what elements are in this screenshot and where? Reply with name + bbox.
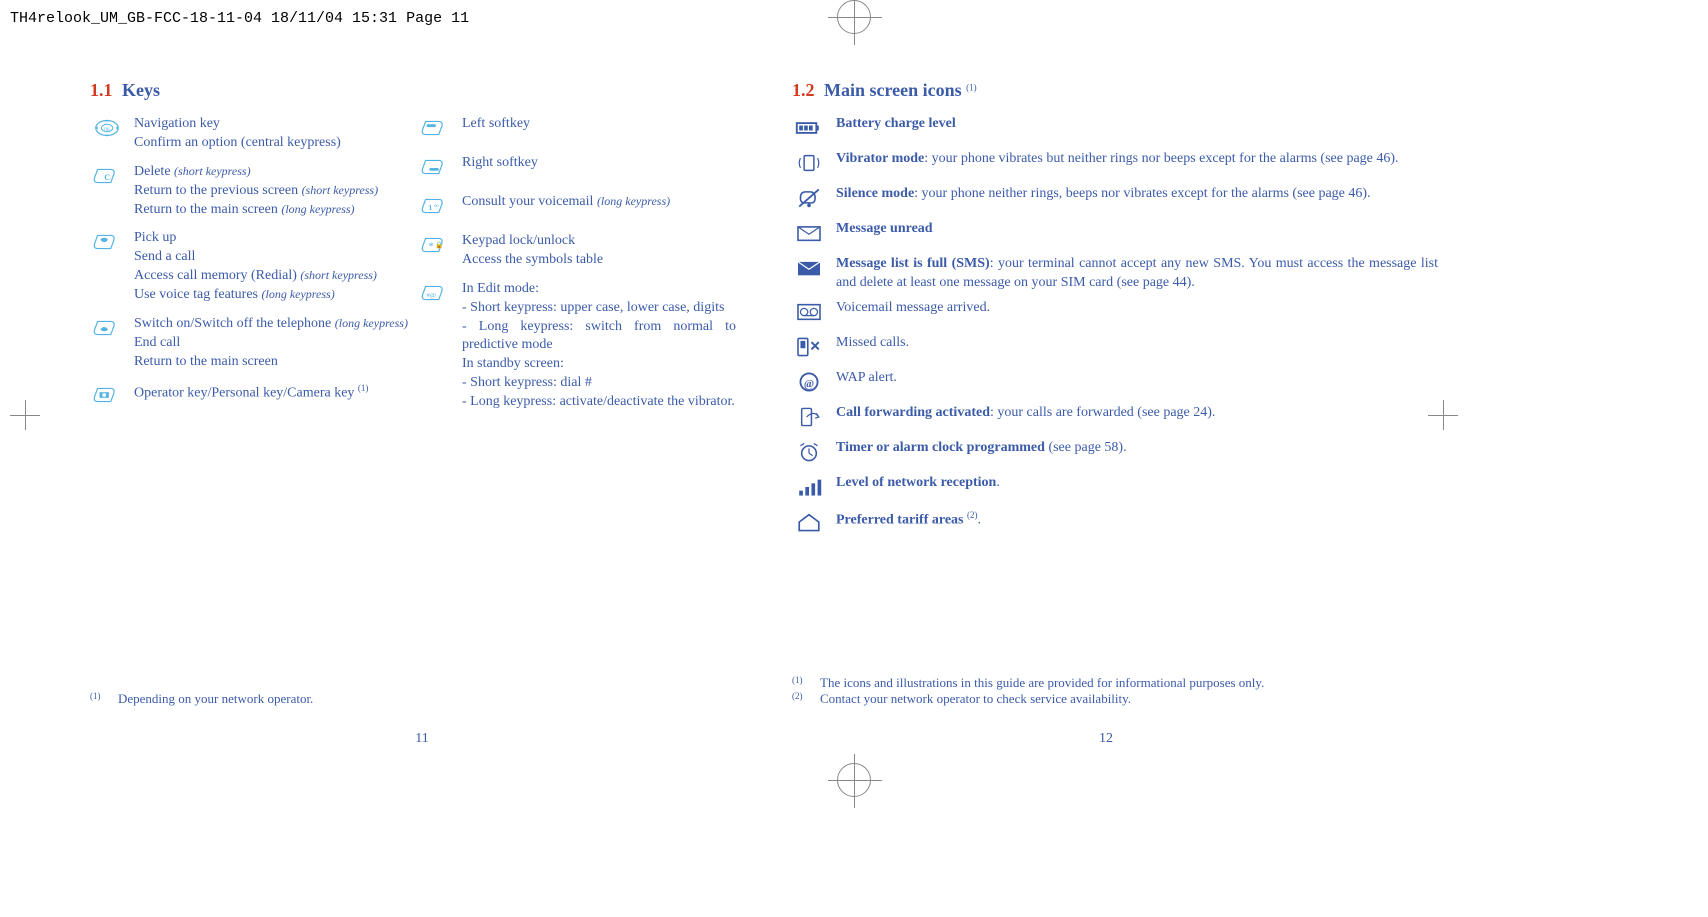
svg-text:1: 1 (428, 203, 432, 212)
crop-mark-top (837, 0, 871, 34)
section-header: 1.1 Keys (90, 80, 736, 101)
icon-entry: Vibrator mode: your phone vibrates but n… (792, 150, 1438, 179)
keys-columns: OK Navigation keyConfirm an option (centr… (90, 115, 736, 422)
icon-description: Vibrator mode: your phone vibrates but n… (836, 150, 1438, 169)
icon-description: Level of network reception. (836, 474, 1438, 493)
icon-entry: Battery charge level (792, 115, 1438, 144)
key-entry: Switch on/Switch off the telephone (long… (90, 315, 408, 372)
one-key-icon: 1oo (418, 193, 452, 222)
svg-text:*: * (428, 242, 433, 253)
hash-key-icon: #@ (418, 280, 452, 309)
icon-entry: Timer or alarm clock programmed (see pag… (792, 439, 1438, 468)
c-key-icon: C (90, 163, 124, 192)
svg-text:oo: oo (434, 204, 439, 209)
icon-entry: Missed calls. (792, 334, 1438, 363)
footnotes: (1)Depending on your network operator. (90, 691, 736, 707)
key-entry: Pick upSend a callAccess call memory (Re… (90, 229, 408, 305)
crop-cross-left (10, 400, 40, 430)
icon-list: Battery charge level Vibrator mode: your … (792, 115, 1438, 538)
crop-mark-bottom (837, 763, 871, 797)
icon-entry: Call forwarding activated: your calls ar… (792, 404, 1438, 433)
key-entry: Operator key/Personal key/Camera key (1) (90, 382, 408, 411)
icon-description: Missed calls. (836, 334, 1438, 353)
key-description: Left softkey (462, 115, 736, 134)
envelope-full-icon (792, 255, 826, 284)
section-title: Main screen icons (824, 80, 966, 100)
key-description: Keypad lock/unlockAccess the symbols tab… (462, 232, 736, 270)
svg-text:C: C (104, 172, 110, 182)
icon-entry: Message unread (792, 220, 1438, 249)
key-description: Delete (short keypress)Return to the pre… (134, 163, 408, 220)
key-entry: Right softkey (418, 154, 736, 183)
icon-description: Timer or alarm clock programmed (see pag… (836, 439, 1438, 458)
section-sup: (1) (966, 82, 977, 92)
icon-entry: Level of network reception. (792, 474, 1438, 503)
icon-description: Voicemail message arrived. (836, 299, 1438, 318)
icon-description: Preferred tariff areas (2). (836, 509, 1438, 531)
home-icon (792, 509, 826, 538)
camera-icon (90, 382, 124, 411)
key-description: Navigation keyConfirm an option (central… (134, 115, 408, 153)
key-entry: OK Navigation keyConfirm an option (centr… (90, 115, 408, 153)
key-description: Switch on/Switch off the telephone (long… (134, 315, 408, 372)
icon-description: WAP alert. (836, 369, 1438, 388)
icon-entry: Voicemail message arrived. (792, 299, 1438, 328)
icon-entry: @ WAP alert. (792, 369, 1438, 398)
footnotes: (1)The icons and illustrations in this g… (792, 675, 1438, 707)
ok-nav-icon: OK (90, 115, 124, 144)
icon-entry: Message list is full (SMS): your termina… (792, 255, 1438, 293)
section-title: Keys (122, 80, 160, 100)
silence-icon (792, 185, 826, 214)
footnote: (2)Contact your network operator to chec… (792, 691, 1438, 707)
wap-icon: @ (792, 369, 826, 398)
section-number: 1.2 (792, 80, 815, 100)
svg-text:🔒: 🔒 (435, 241, 443, 249)
icon-entry: Silence mode: your phone neither rings, … (792, 185, 1438, 214)
keys-col-left: OK Navigation keyConfirm an option (centr… (90, 115, 408, 422)
svg-text:#@: #@ (427, 292, 436, 299)
call-icon (90, 229, 124, 258)
page-number: 11 (415, 731, 428, 747)
icon-entry: Preferred tariff areas (2). (792, 509, 1438, 538)
section-header: 1.2 Main screen icons (1) (792, 80, 1438, 101)
key-entry: Left softkey (418, 115, 736, 144)
svg-text:OK: OK (104, 128, 111, 133)
envelope-icon (792, 220, 826, 249)
page-number: 12 (1099, 731, 1113, 747)
signal-icon (792, 474, 826, 503)
key-entry: *🔒 Keypad lock/unlockAccess the symbols t… (418, 232, 736, 270)
vibrator-icon (792, 150, 826, 179)
icon-description: Battery charge level (836, 115, 1438, 134)
key-description: Operator key/Personal key/Camera key (1) (134, 382, 408, 404)
key-description: In Edit mode:- Short keypress: upper cas… (462, 280, 736, 412)
missed-icon (792, 334, 826, 363)
forward-icon (792, 404, 826, 433)
icon-description: Message unread (836, 220, 1438, 239)
page-spread: 1.1 Keys OK Navigation keyConfirm an opti… (80, 70, 1448, 757)
page-left: 1.1 Keys OK Navigation keyConfirm an opti… (80, 70, 764, 757)
footnote: (1)Depending on your network operator. (90, 691, 736, 707)
soft-right-icon (418, 154, 452, 183)
key-description: Right softkey (462, 154, 736, 173)
section-number: 1.1 (90, 80, 113, 100)
soft-left-icon (418, 115, 452, 144)
key-description: Consult your voicemail (long keypress) (462, 193, 736, 212)
svg-text:@: @ (804, 378, 814, 390)
icon-description: Message list is full (SMS): your termina… (836, 255, 1438, 293)
end-icon (90, 315, 124, 344)
footnote: (1)The icons and illustrations in this g… (792, 675, 1438, 691)
key-description: Pick upSend a callAccess call memory (Re… (134, 229, 408, 305)
icon-description: Call forwarding activated: your calls ar… (836, 404, 1438, 423)
print-header: TH4relook_UM_GB-FCC-18-11-04 18/11/04 15… (10, 10, 469, 27)
voicemail-icon (792, 299, 826, 328)
key-entry: 1oo Consult your voicemail (long keypress… (418, 193, 736, 222)
battery-icon (792, 115, 826, 144)
page-right: 1.2 Main screen icons (1) Battery charge… (764, 70, 1448, 757)
icon-description: Silence mode: your phone neither rings, … (836, 185, 1438, 204)
star-key-icon: *🔒 (418, 232, 452, 261)
keys-col-right: Left softkey Right softkey 1oo Consult your… (418, 115, 736, 422)
alarm-icon (792, 439, 826, 468)
key-entry: #@ In Edit mode:- Short keypress: upper c… (418, 280, 736, 412)
key-entry: C Delete (short keypress)Return to the pr… (90, 163, 408, 220)
